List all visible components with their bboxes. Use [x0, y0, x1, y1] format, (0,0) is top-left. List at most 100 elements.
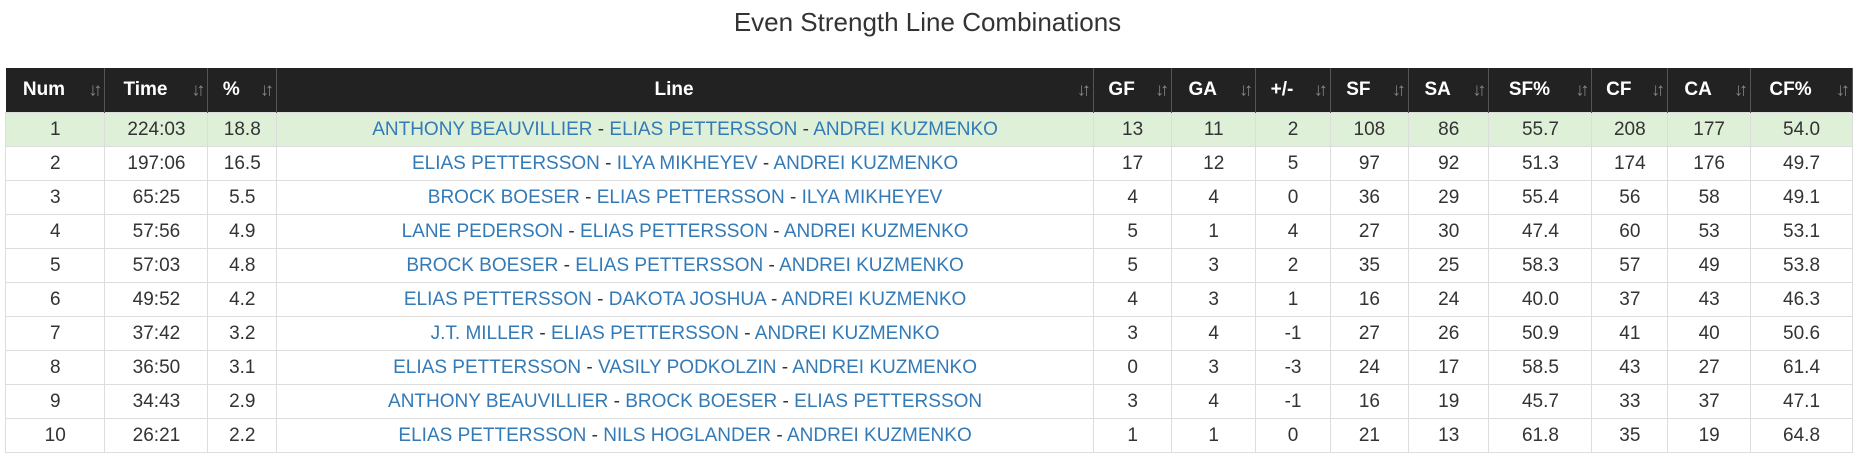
cell-pct: 4.2 [207, 282, 278, 317]
cell-cf: 208 [1591, 112, 1669, 147]
sort-arrows-icon[interactable]: ↓↑ [1391, 79, 1406, 100]
sort-arrows-icon[interactable]: ↓↑ [1734, 79, 1748, 100]
column-header-label: GF [1108, 79, 1135, 100]
player-link[interactable]: LANE PEDERSON [401, 220, 564, 242]
player-link[interactable]: BROCK BOESER [406, 254, 559, 276]
sort-arrows-icon[interactable]: ↓↑ [1651, 79, 1665, 100]
player-separator: - [534, 322, 551, 344]
player-link[interactable]: ELIAS PETTERSSON [794, 390, 983, 412]
table-row: 9 34:43 2.9 ANTHONY BEAUVILLIER - BROCK BOE… [4, 384, 1853, 419]
player-link[interactable]: ELIAS PETTERSSON [411, 152, 600, 174]
player-link[interactable]: DAKOTA JOSHUA [608, 288, 766, 310]
player-separator: - [608, 390, 626, 412]
column-header-cf[interactable]: CF ↓↑ [1591, 68, 1669, 113]
cell-ga: 3 [1171, 248, 1257, 283]
cell-cfp: 53.8 [1750, 248, 1853, 283]
player-link[interactable]: ELIAS PETTERSSON [580, 220, 768, 242]
cell-sfp: 50.9 [1488, 316, 1593, 351]
sort-arrows-icon[interactable]: ↓↑ [88, 79, 102, 100]
player-separator: - [776, 356, 793, 378]
player-link[interactable]: J.T. MILLER [430, 322, 535, 344]
cell-sfp: 55.4 [1488, 180, 1593, 215]
player-link[interactable]: ANDREI KUZMENKO [786, 424, 972, 446]
sort-arrows-icon[interactable]: ↓↑ [260, 79, 274, 100]
cell-gf: 0 [1093, 350, 1173, 385]
cell-pct: 3.2 [207, 316, 278, 351]
player-link[interactable]: ANDREI KUZMENKO [781, 288, 967, 310]
cell-num: 3 [4, 180, 106, 215]
player-link[interactable]: ANTHONY BEAUVILLIER [372, 118, 593, 140]
player-link[interactable]: ANDREI KUZMENKO [783, 220, 969, 242]
column-header-ca[interactable]: CA ↓↑ [1667, 68, 1752, 113]
player-link[interactable]: ANDREI KUZMENKO [754, 322, 940, 344]
player-link[interactable]: ANDREI KUZMENKO [779, 254, 964, 276]
column-header-gf[interactable]: GF ↓↑ [1093, 68, 1173, 113]
cell-time: 36:50 [104, 350, 209, 385]
sort-arrows-icon[interactable]: ↓↑ [191, 79, 205, 100]
sort-arrows-icon[interactable]: ↓↑ [1239, 79, 1253, 100]
player-link[interactable]: BROCK BOESER [427, 186, 580, 208]
column-header-time[interactable]: Time ↓↑ [104, 68, 209, 113]
player-link[interactable]: ELIAS PETTERSSON [575, 254, 764, 276]
header-row: Num ↓↑ Time ↓↑% ↓↑ Line ↓↑ GF ↓↑ GA ↓↑ +/- ↓↑ SF ↓↑ SA ↓… [5, 68, 1853, 113]
column-header-sa[interactable]: SA ↓↑ [1408, 68, 1490, 113]
sort-arrows-icon[interactable]: ↓↑ [1155, 79, 1169, 100]
player-link[interactable]: ELIAS PETTERSSON [550, 322, 739, 344]
column-header-pct[interactable]: % ↓↑ [207, 68, 278, 113]
column-header-label: GA [1188, 79, 1217, 100]
player-link[interactable]: ANTHONY BEAUVILLIER [388, 390, 609, 412]
cell-sa: 29 [1407, 180, 1490, 215]
player-link[interactable]: ELIAS PETTERSSON [609, 118, 798, 140]
column-header-pm[interactable]: +/- ↓↑ [1255, 68, 1331, 113]
player-separator: - [777, 390, 795, 412]
sort-arrows-icon[interactable]: ↓↑ [1077, 79, 1091, 100]
cell-sf: 21 [1329, 418, 1409, 453]
cell-ga: 3 [1171, 282, 1257, 317]
column-header-num[interactable]: Num ↓↑ [5, 68, 106, 113]
cell-cf: 33 [1591, 384, 1669, 419]
cell-num: 1 [4, 112, 106, 147]
column-header-label: CF [1606, 79, 1632, 100]
column-header-sf[interactable]: SF ↓↑ [1330, 68, 1409, 113]
column-header-label: CF% [1769, 79, 1812, 100]
sort-arrows-icon[interactable]: ↓↑ [1836, 79, 1850, 100]
player-link[interactable]: ANDREI KUZMENKO [792, 356, 978, 378]
cell-sfp: 58.3 [1488, 248, 1593, 283]
cell-cfp: 46.3 [1750, 282, 1853, 317]
cell-sf: 27 [1329, 316, 1409, 351]
player-separator: - [586, 424, 604, 446]
line-combinations-table: Num ↓↑ Time ↓↑% ↓↑ Line ↓↑ GF ↓↑ GA ↓↑ +/- ↓↑ SF ↓↑ SA ↓… [4, 68, 1853, 453]
sort-arrows-icon[interactable]: ↓↑ [1472, 79, 1486, 100]
line-cell: ELIAS PETTERSSON - DAKOTA JOSHUA - ANDRE… [276, 282, 1095, 317]
cell-sf: 97 [1329, 146, 1409, 181]
player-link[interactable]: ILYA MIKHEYEV [801, 186, 943, 208]
player-link[interactable]: ELIAS PETTERSSON [403, 288, 592, 310]
line-cell: ANTHONY BEAUVILLIER - ELIAS PETTERSSON -… [276, 112, 1095, 147]
cell-ga: 4 [1171, 384, 1257, 419]
player-link[interactable]: ANDREI KUZMENKO [773, 152, 959, 174]
cell-sa: 24 [1407, 282, 1490, 317]
player-link[interactable]: VASILY PODKOLZIN [597, 356, 777, 378]
player-link[interactable]: ELIAS PETTERSSON [596, 186, 785, 208]
cell-sfp: 47.4 [1488, 214, 1593, 249]
cell-pct: 2.9 [207, 384, 278, 419]
player-link[interactable]: ANDREI KUZMENKO [813, 118, 998, 140]
cell-ca: 177 [1667, 112, 1752, 147]
column-header-cfp[interactable]: CF% ↓↑ [1750, 68, 1853, 113]
player-separator: - [738, 322, 755, 344]
player-link[interactable]: NILS HOGLANDER [603, 424, 772, 446]
player-link[interactable]: BROCK BOESER [625, 390, 778, 412]
cell-cfp: 54.0 [1750, 112, 1853, 147]
sort-arrows-icon[interactable]: ↓↑ [1575, 79, 1589, 100]
player-link[interactable]: ELIAS PETTERSSON [398, 424, 587, 446]
player-link[interactable]: ELIAS PETTERSSON [393, 356, 582, 378]
cell-time: 26:21 [104, 418, 209, 453]
cell-sf: 36 [1329, 180, 1409, 215]
player-link[interactable]: ILYA MIKHEYEV [616, 152, 758, 174]
column-header-sfp[interactable]: SF% ↓↑ [1488, 68, 1593, 113]
column-header-line[interactable]: Line ↓↑ [276, 68, 1095, 113]
cell-time: 197:06 [104, 146, 209, 181]
cell-ca: 58 [1667, 180, 1752, 215]
column-header-ga[interactable]: GA ↓↑ [1171, 68, 1257, 113]
sort-arrows-icon[interactable]: ↓↑ [1313, 79, 1328, 100]
